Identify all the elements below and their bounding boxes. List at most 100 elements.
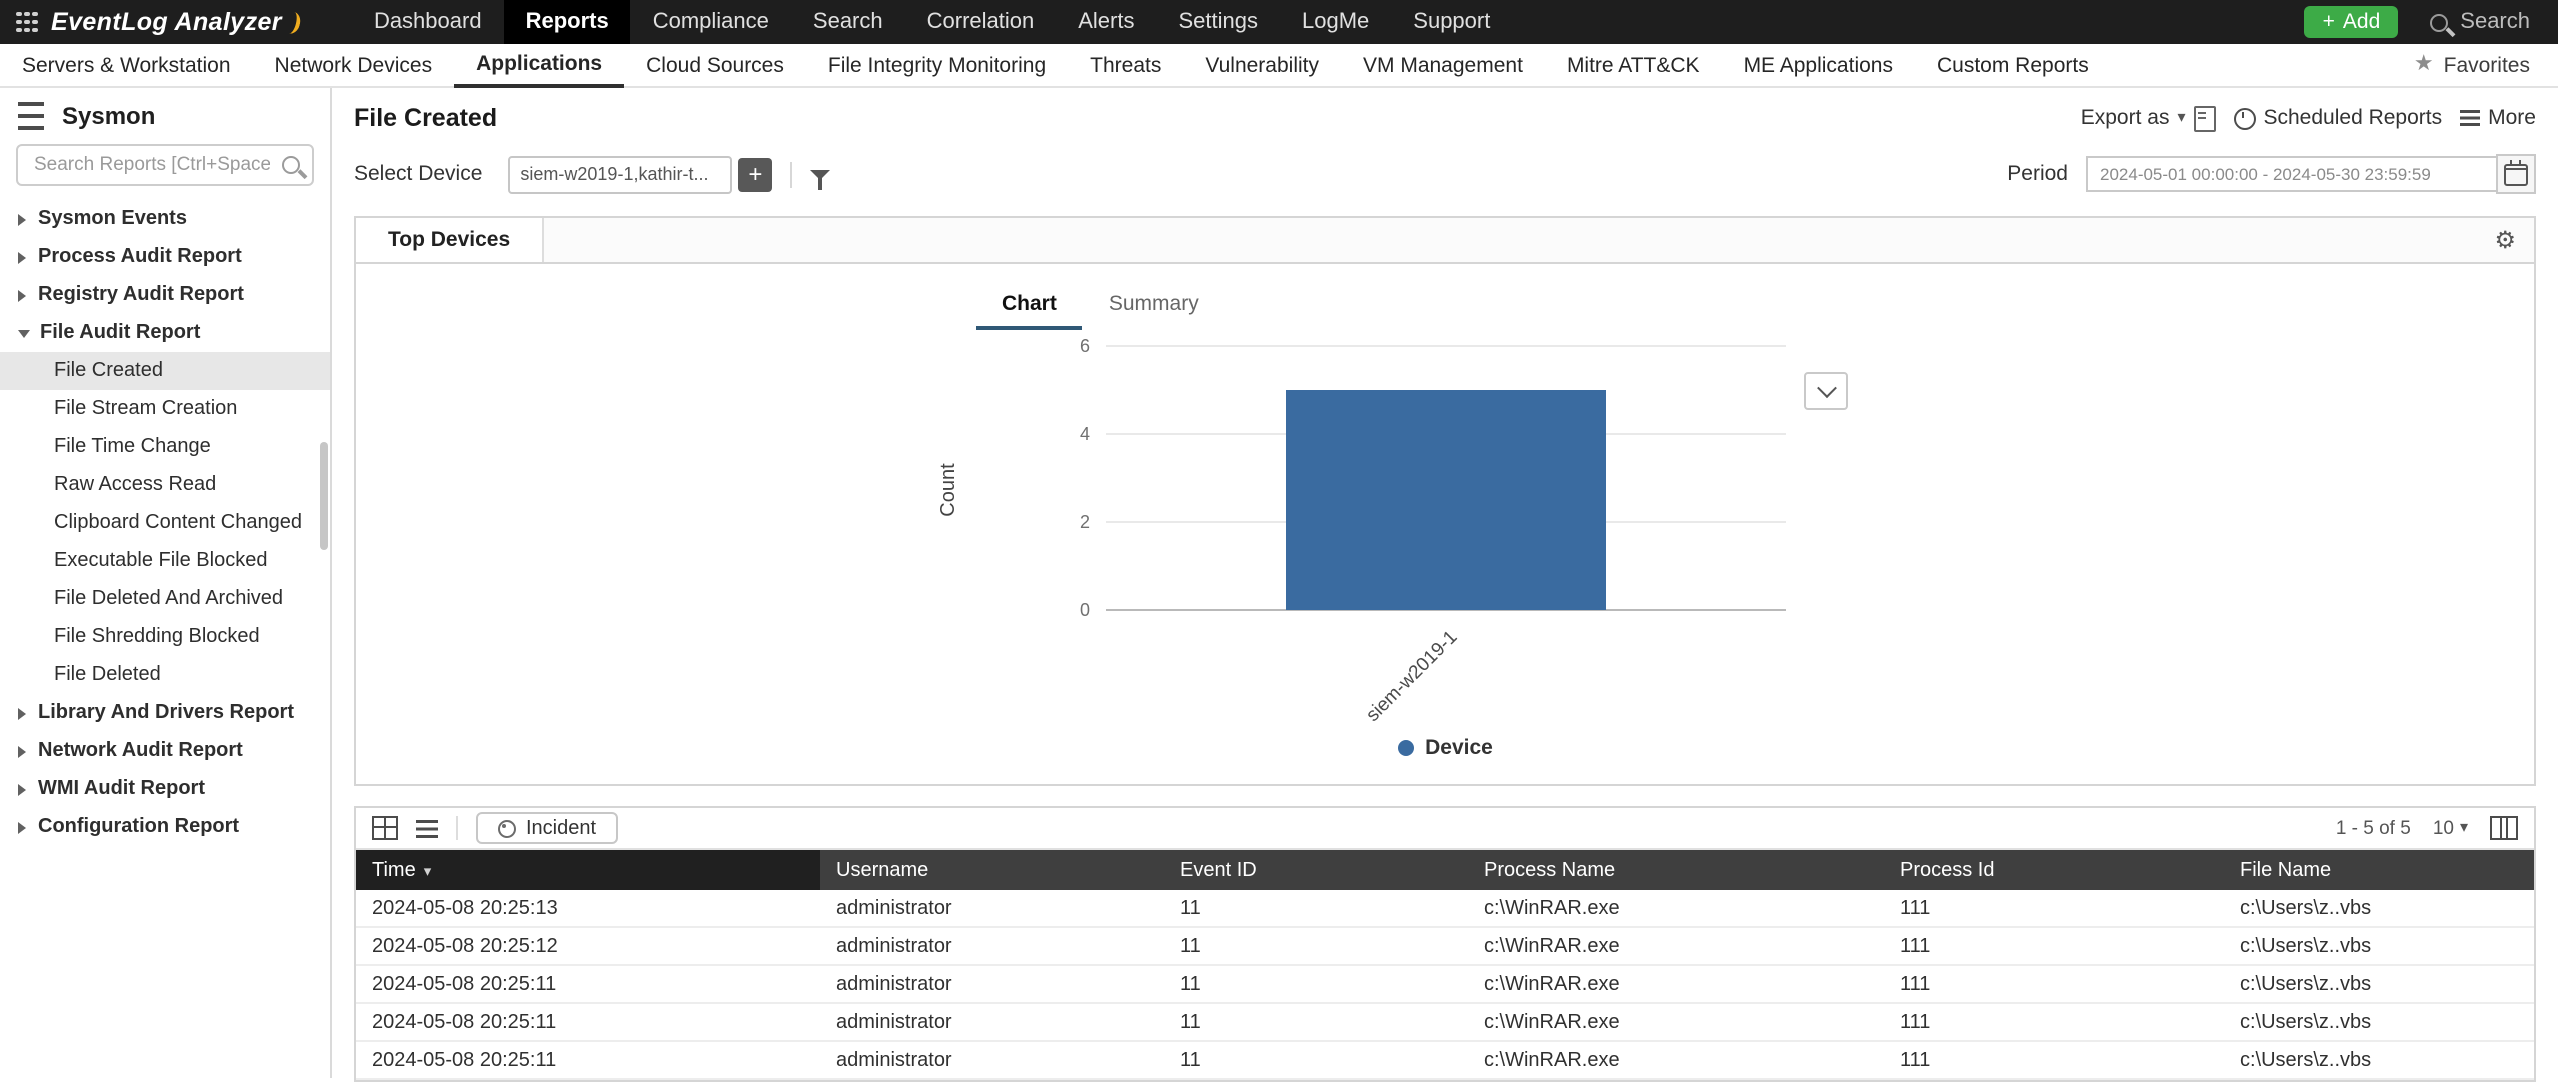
sidebar-item-process-audit-report[interactable]: Process Audit Report	[0, 238, 330, 276]
table-row[interactable]: 2024-05-08 20:25:11 administrator 11 c:\Wi…	[356, 965, 2534, 1004]
plus-icon: +	[748, 160, 763, 188]
nav-support[interactable]: Support	[1413, 10, 1491, 34]
legend-dot	[1397, 740, 1414, 756]
list-view-icon[interactable]	[416, 819, 438, 837]
nav-alerts[interactable]: Alerts	[1078, 10, 1135, 34]
table-row[interactable]: 2024-05-08 20:25:11 administrator 11 c:\Wi…	[356, 1041, 2534, 1080]
device-select[interactable]: siem-w2019-1,kathir-t...	[508, 155, 733, 193]
calendar-button[interactable]	[2496, 154, 2536, 194]
subnav-vulnerability[interactable]: Vulnerability	[1205, 53, 1319, 77]
y-axis-label: Count	[936, 463, 958, 517]
table-row[interactable]: 2024-05-08 20:25:11 administrator 11 c:\Wi…	[356, 1003, 2534, 1042]
chevron-right-icon	[18, 745, 26, 757]
global-search[interactable]: Search	[2430, 10, 2530, 34]
subnav-applications[interactable]: Applications	[454, 43, 625, 87]
sidebar-scrollbar[interactable]	[320, 442, 328, 550]
svg-text:2: 2	[1079, 512, 1089, 532]
bar-chart-svg: Count 0 2 4 6 siem-w2019-1	[936, 336, 1785, 726]
nav-correlation[interactable]: Correlation	[926, 10, 1035, 34]
app-grid-icon[interactable]	[16, 11, 37, 33]
pagination-range: 1 - 5 of 5	[2335, 817, 2411, 839]
nav-logme[interactable]: LogMe	[1302, 10, 1370, 34]
tab-summary[interactable]: Summary	[1108, 292, 1199, 316]
bar-siem-w2019-1	[1285, 390, 1605, 610]
sidebar-item-wmi-audit-report[interactable]: WMI Audit Report	[0, 770, 330, 808]
column-header-username[interactable]: Username	[820, 850, 1164, 890]
sidebar-item-clipboard-content-changed[interactable]: Clipboard Content Changed	[54, 512, 302, 534]
report-sidebar: Sysmon Sysmon Events Process Audit Repor…	[0, 88, 332, 1078]
nav-reports[interactable]: Reports	[503, 0, 631, 44]
filter-icon[interactable]	[810, 169, 831, 189]
subnav-threats[interactable]: Threats	[1090, 53, 1162, 77]
export-file-icon	[2193, 105, 2216, 131]
column-header-event-id[interactable]: Event ID	[1164, 850, 1468, 890]
chart-type-dropdown[interactable]	[1804, 372, 1848, 410]
topbar-right: + Add Search	[2304, 6, 2530, 38]
sidebar-item-file-deleted[interactable]: File Deleted	[54, 664, 161, 686]
subnav-network-devices[interactable]: Network Devices	[274, 53, 433, 77]
sidebar-item-file-created[interactable]: File Created	[0, 352, 330, 390]
nav-dashboard[interactable]: Dashboard	[373, 10, 482, 34]
report-search-input[interactable]	[30, 152, 274, 178]
sidebar-item-file-audit-report[interactable]: File Audit Report	[0, 314, 330, 352]
column-header-process-id[interactable]: Process Id	[1884, 850, 2224, 890]
tab-chart[interactable]: Chart	[976, 292, 1083, 330]
grid-view-icon[interactable]	[372, 816, 398, 840]
sidebar-item-file-stream-creation[interactable]: File Stream Creation	[54, 398, 238, 420]
scheduled-reports-button[interactable]: Scheduled Reports	[2233, 106, 2442, 130]
sidebar-item-registry-audit-report[interactable]: Registry Audit Report	[0, 276, 330, 314]
column-header-process-name[interactable]: Process Name	[1468, 850, 1884, 890]
column-header-file-name[interactable]: File Name	[2224, 850, 2534, 890]
sidebar-item-network-audit-report[interactable]: Network Audit Report	[0, 732, 330, 770]
divider	[456, 816, 458, 840]
add-button[interactable]: + Add	[2304, 6, 2399, 38]
subnav-mitre-attck[interactable]: Mitre ATT&CK	[1566, 53, 1700, 77]
sidebar-item-library-and-drivers-report[interactable]: Library And Drivers Report	[0, 694, 330, 732]
subnav-vm-management[interactable]: VM Management	[1363, 53, 1523, 77]
caret-down-icon: ▾	[2177, 108, 2186, 126]
tab-top-devices[interactable]: Top Devices	[356, 218, 545, 262]
top-devices-panel: Top Devices ⚙ Chart Summary Count 0 2 4 6 si…	[354, 216, 2536, 786]
subnav-cloud-sources[interactable]: Cloud Sources	[646, 53, 784, 77]
alarm-icon	[2233, 107, 2256, 129]
nav-compliance[interactable]: Compliance	[652, 10, 769, 34]
sidebar-collapse-icon[interactable]	[18, 102, 44, 130]
svg-text:4: 4	[1079, 424, 1089, 444]
nav-search[interactable]: Search	[812, 10, 883, 34]
subnav-me-applications[interactable]: ME Applications	[1743, 53, 1893, 77]
subnav-custom-reports[interactable]: Custom Reports	[1937, 53, 2089, 77]
events-table: Time ▾ Username Event ID Process Name Pro…	[356, 850, 2534, 1080]
sidebar-item-raw-access-read[interactable]: Raw Access Read	[54, 474, 217, 496]
sidebar-item-sysmon-events[interactable]: Sysmon Events	[0, 200, 330, 238]
more-button[interactable]: More	[2460, 106, 2536, 130]
chevron-right-icon	[18, 251, 26, 263]
results-grid: Incident 1 - 5 of 5 10 ▾	[354, 806, 2536, 1082]
period-range-input[interactable]: 2024-05-01 00:00:00 - 2024-05-30 23:59:5…	[2086, 156, 2498, 192]
page-size-select[interactable]: 10 ▾	[2432, 817, 2468, 839]
sidebar-item-configuration-report[interactable]: Configuration Report	[0, 808, 330, 846]
chart-view-tabs: Chart Summary	[976, 292, 2534, 330]
sidebar-item-file-time-change[interactable]: File Time Change	[54, 436, 211, 458]
table-row[interactable]: 2024-05-08 20:25:13 administrator 11 c:\Wi…	[356, 890, 2534, 928]
add-device-button[interactable]: +	[738, 157, 773, 191]
table-row[interactable]: 2024-05-08 20:25:12 administrator 11 c:\Wi…	[356, 927, 2534, 966]
menu-icon	[2460, 110, 2481, 126]
export-as-button[interactable]: Export as ▾	[2081, 105, 2216, 131]
subnav-servers-workstation[interactable]: Servers & Workstation	[22, 53, 231, 77]
incident-button[interactable]: Incident	[476, 812, 619, 844]
sidebar-item-file-deleted-and-archived[interactable]: File Deleted And Archived	[54, 588, 284, 610]
column-chooser-icon[interactable]	[2490, 816, 2518, 840]
reports-category-nav: Servers & Workstation Network Devices Ap…	[0, 44, 2558, 88]
subnav-file-integrity-monitoring[interactable]: File Integrity Monitoring	[827, 53, 1047, 77]
sidebar-item-file-shredding-blocked[interactable]: File Shredding Blocked	[54, 626, 260, 648]
column-header-time[interactable]: Time ▾	[356, 850, 820, 890]
search-icon	[2430, 13, 2449, 31]
svg-text:siem-w2019-1: siem-w2019-1	[1361, 627, 1460, 726]
product-logo-text: EventLog Analyzer	[51, 8, 282, 36]
sidebar-item-executable-file-blocked[interactable]: Executable File Blocked	[54, 550, 268, 572]
favorites-button[interactable]: ★ Favorites	[2413, 52, 2530, 77]
nav-settings[interactable]: Settings	[1178, 10, 1259, 34]
gear-icon[interactable]: ⚙	[2494, 226, 2516, 254]
chevron-down-icon	[1816, 378, 1836, 399]
